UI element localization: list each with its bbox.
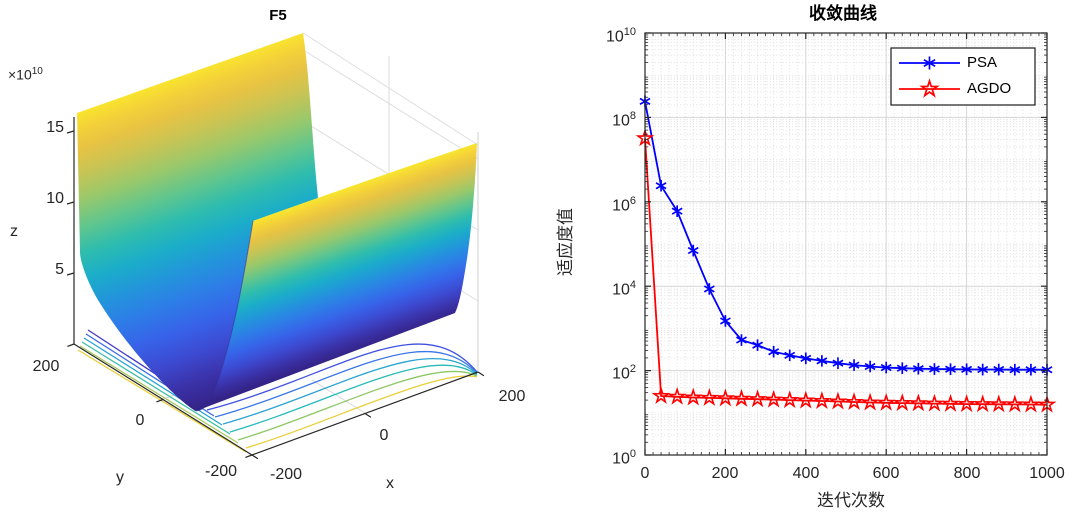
surface-axes [66, 117, 485, 460]
x-tick-label: 0 [640, 465, 650, 482]
legend-marker-psa [923, 56, 936, 70]
box-top-edge [302, 32, 479, 146]
legend [890, 47, 1036, 106]
legend-marker-agdo [919, 78, 940, 98]
y-tick-label: -200 [204, 463, 238, 480]
x-tick-label: 200 [711, 465, 739, 482]
surface-title: F5 [269, 7, 287, 24]
y-axis-label: y [116, 469, 124, 486]
axis-ticks [644, 32, 1048, 456]
z-tick [66, 130, 75, 134]
legend-samples [899, 56, 960, 98]
z-tick-label: 10 [46, 190, 64, 207]
series-line-psa [644, 101, 1047, 371]
contour-line [77, 349, 247, 453]
x-axis-label: x [386, 475, 394, 492]
z-tick-label: 15 [46, 119, 64, 136]
z-tick [66, 272, 75, 276]
surface-plot [66, 32, 485, 460]
y-tick-label: 102 [612, 363, 636, 383]
y-tick-label: 104 [612, 279, 636, 299]
y-tick [245, 454, 253, 458]
contour-line [222, 358, 478, 425]
x-tick-label: 200 [498, 388, 526, 405]
contour-line [81, 341, 231, 435]
x-tick-label: -200 [269, 466, 303, 483]
chart-y-axis-label: 适应度值 [556, 208, 575, 276]
surface-near-wall [196, 143, 477, 411]
contour-lines-right [206, 343, 478, 449]
ground-x0-grid-line [311, 379, 366, 414]
contour-line [206, 343, 478, 411]
x-tick-label: 400 [792, 465, 820, 482]
legend-box[interactable] [890, 47, 1036, 106]
y-tick-label: 108 [612, 110, 636, 130]
contour-line [229, 364, 478, 433]
legend-item-agdo[interactable]: AGDO [967, 80, 1012, 97]
surface-far-wall [77, 33, 318, 411]
chart-x-axis-label: 迭代次数 [817, 491, 885, 510]
z-exponent-label: ×1010 [8, 66, 43, 83]
legend-item-psa[interactable]: PSA [967, 54, 998, 71]
z-axis-label: z [10, 223, 18, 240]
y-tick-label: 200 [32, 358, 60, 375]
contour-line [214, 350, 478, 418]
x-tick [364, 412, 372, 418]
chart-title: 收敛曲线 [809, 4, 877, 23]
contour-line [237, 370, 478, 441]
x-tick-label: 0 [379, 427, 389, 444]
data-series [635, 95, 1057, 413]
x-tick [251, 454, 259, 460]
y-tick-label: 106 [612, 195, 636, 215]
y-tick-label: 100 [612, 448, 636, 468]
z-tick [66, 201, 75, 205]
y-tick [156, 398, 164, 403]
valley-edge [193, 220, 254, 412]
x-tick-label: 1000 [1029, 465, 1065, 482]
contour-line [245, 375, 478, 449]
y-tick [67, 343, 75, 347]
y-tick-label: 0 [135, 412, 145, 429]
x-tick [477, 371, 485, 377]
x-tick-label: 600 [872, 465, 900, 482]
y-tick-label: 1010 [605, 26, 636, 46]
z-tick-label: 5 [55, 261, 64, 278]
contour-line [79, 345, 239, 444]
x-tick-label: 800 [953, 465, 981, 482]
